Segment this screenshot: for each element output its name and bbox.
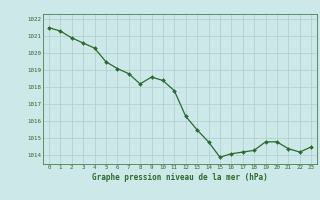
X-axis label: Graphe pression niveau de la mer (hPa): Graphe pression niveau de la mer (hPa) — [92, 173, 268, 182]
